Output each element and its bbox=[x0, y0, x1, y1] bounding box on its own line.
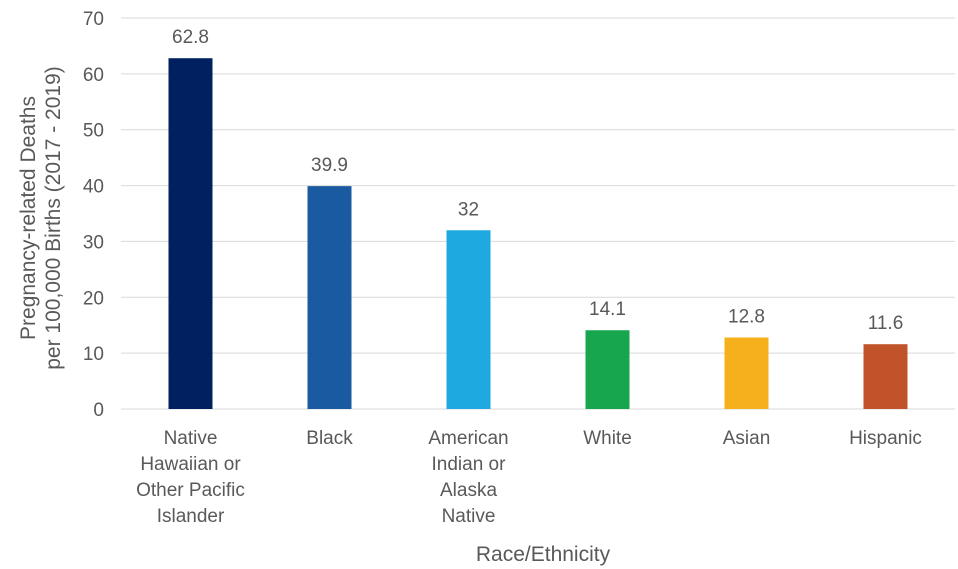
y-tick-label: 60 bbox=[83, 65, 104, 86]
bars bbox=[168, 58, 908, 410]
data-label: 32 bbox=[458, 199, 479, 220]
x-category-line: Black bbox=[306, 428, 353, 449]
x-category-line: Hawaiian or bbox=[140, 454, 241, 475]
bar-4 bbox=[724, 337, 769, 409]
y-axis-title-line-1: Pregnancy-related Deaths bbox=[17, 96, 40, 340]
data-label: 62.8 bbox=[172, 27, 209, 48]
data-labels: 62.8 39.9 32 14.1 12.8 11.6 bbox=[172, 27, 903, 334]
x-category-label: Native Hawaiian or Other Pacific Islander bbox=[136, 428, 245, 527]
y-tick-label: 10 bbox=[83, 344, 104, 365]
x-category-line: American bbox=[428, 428, 508, 449]
data-label: 12.8 bbox=[728, 307, 765, 328]
x-category-line: Asian bbox=[723, 428, 771, 449]
bar-5 bbox=[863, 344, 908, 409]
x-category-line: Islander bbox=[157, 506, 225, 527]
x-axis-categories: Native Hawaiian or Other Pacific Islander Bl… bbox=[136, 428, 922, 527]
y-tick-label: 70 bbox=[83, 9, 104, 30]
x-category-line: Alaska bbox=[440, 480, 497, 501]
y-tick-label: 40 bbox=[83, 177, 104, 198]
x-category-line: White bbox=[583, 428, 632, 449]
bar-0 bbox=[168, 58, 213, 410]
x-category-label: White bbox=[583, 428, 632, 449]
x-category-line: Native bbox=[164, 428, 218, 449]
y-tick-label: 50 bbox=[83, 121, 104, 142]
x-category-line: Native bbox=[442, 506, 496, 527]
y-tick-label: 0 bbox=[93, 400, 104, 421]
gridlines bbox=[121, 17, 955, 410]
bar-2 bbox=[446, 230, 491, 409]
bar-1 bbox=[307, 186, 352, 409]
x-category-line: Other Pacific bbox=[136, 480, 245, 501]
x-category-label: Asian bbox=[723, 428, 771, 449]
data-label: 39.9 bbox=[311, 155, 348, 176]
x-category-label: Black bbox=[306, 428, 353, 449]
data-label: 14.1 bbox=[589, 299, 626, 320]
x-category-label: American Indian or Alaska Native bbox=[428, 428, 508, 527]
x-category-line: Hispanic bbox=[849, 428, 922, 449]
y-tick-label: 30 bbox=[83, 232, 104, 253]
x-category-line: Indian or bbox=[432, 454, 507, 475]
y-axis-title-line-2: per 100,000 Births (2017 - 2019) bbox=[42, 66, 65, 370]
y-axis-ticks: 0 10 20 30 40 50 60 70 bbox=[83, 9, 104, 421]
x-category-label: Hispanic bbox=[849, 428, 922, 449]
x-axis-title: Race/Ethnicity bbox=[476, 543, 611, 566]
bar-3 bbox=[585, 330, 630, 409]
y-tick-label: 20 bbox=[83, 288, 104, 309]
y-axis-title: Pregnancy-related Deaths per 100,000 Bir… bbox=[17, 66, 65, 370]
data-label: 11.6 bbox=[868, 313, 904, 334]
